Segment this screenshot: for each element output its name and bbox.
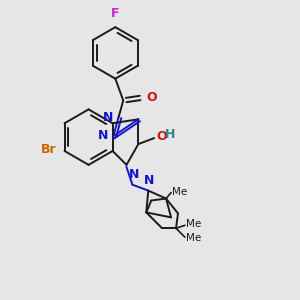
Text: Br: Br — [41, 142, 57, 155]
Text: N: N — [144, 174, 154, 187]
Text: H: H — [165, 128, 175, 141]
Text: Me: Me — [186, 233, 201, 243]
Text: O: O — [146, 91, 157, 104]
Text: N: N — [98, 129, 108, 142]
Text: F: F — [111, 7, 120, 20]
Text: O: O — [156, 130, 167, 142]
Text: Me: Me — [172, 187, 187, 196]
Text: N: N — [128, 168, 139, 181]
Text: Me: Me — [186, 219, 201, 229]
Text: N: N — [103, 111, 113, 124]
